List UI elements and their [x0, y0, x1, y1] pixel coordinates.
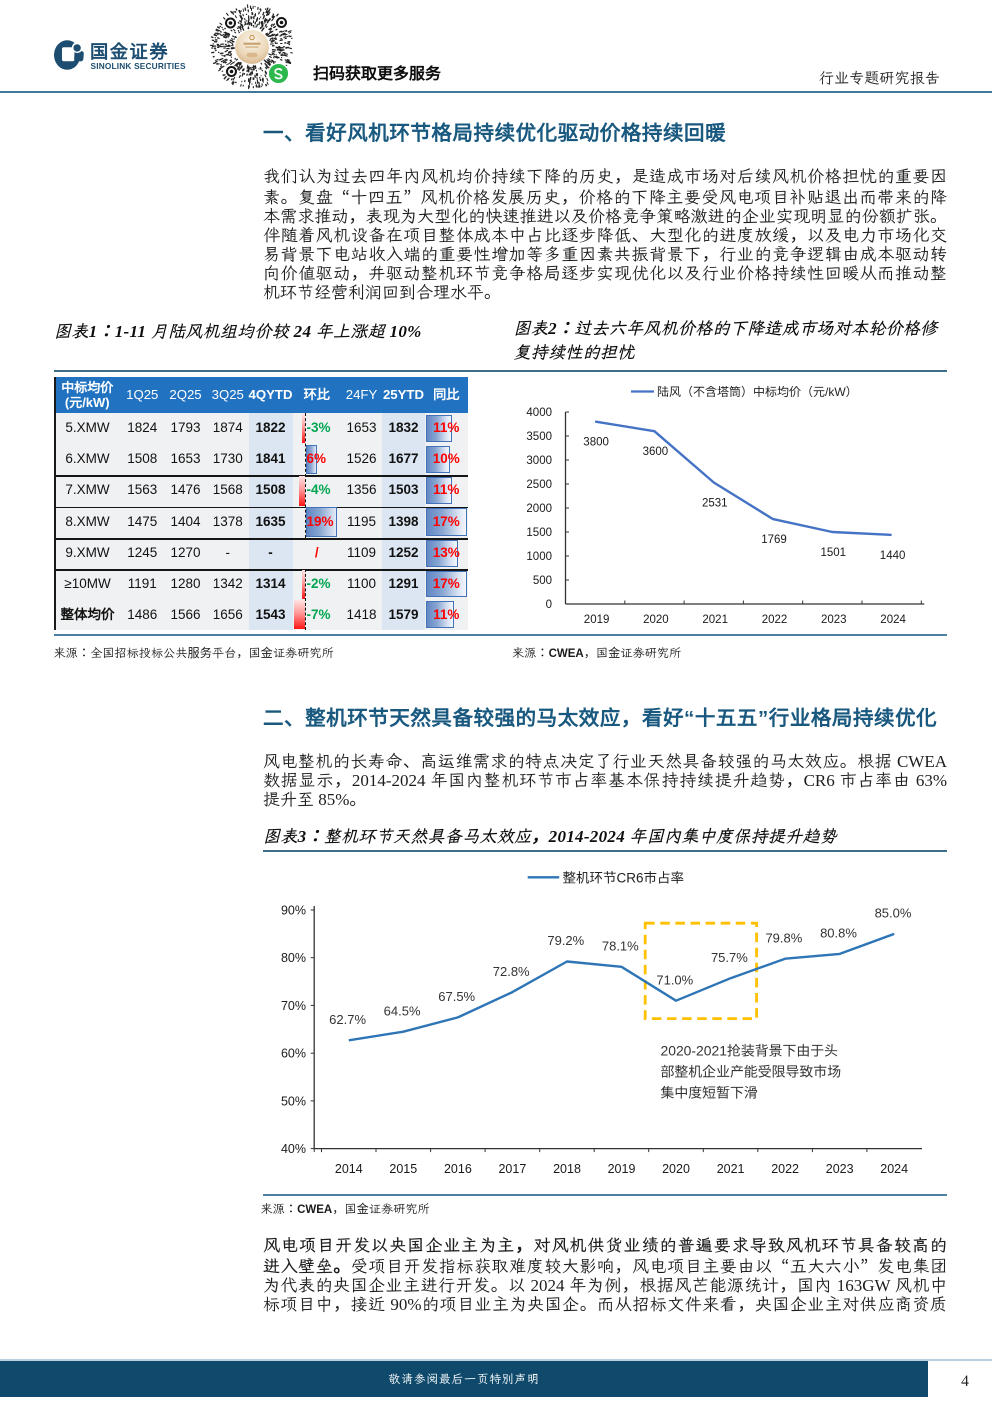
svg-text:2019: 2019: [608, 1162, 636, 1176]
svg-text:62.7%: 62.7%: [329, 1012, 366, 1027]
svg-text:2020: 2020: [662, 1162, 690, 1176]
svg-text:1769: 1769: [761, 534, 787, 546]
svg-text:2021: 2021: [717, 1162, 745, 1176]
svg-text:3600: 3600: [643, 446, 669, 458]
svg-text:64.5%: 64.5%: [384, 1003, 421, 1018]
svg-text:2023: 2023: [821, 614, 847, 626]
svg-text:2016: 2016: [444, 1162, 472, 1176]
svg-text:85.0%: 85.0%: [875, 906, 912, 921]
svg-text:2500: 2500: [526, 479, 552, 491]
svg-text:部整机企业产能受限导致市场: 部整机企业产能受限导致市场: [661, 1064, 842, 1080]
svg-text:陆风（不含塔筒）中标均价（元/kW）: 陆风（不含塔筒）中标均价（元/kW）: [657, 385, 858, 399]
svg-text:0: 0: [546, 599, 552, 611]
svg-text:2020: 2020: [643, 614, 669, 626]
svg-text:1501: 1501: [821, 547, 847, 559]
svg-text:90%: 90%: [281, 904, 306, 918]
svg-text:3500: 3500: [526, 431, 552, 443]
svg-text:3000: 3000: [526, 455, 552, 467]
svg-text:2021: 2021: [702, 614, 728, 626]
svg-text:50%: 50%: [281, 1094, 306, 1108]
svg-text:2020-2021抢装背景下由于头: 2020-2021抢装背景下由于头: [661, 1043, 839, 1059]
svg-text:集中度短暂下滑: 集中度短暂下滑: [661, 1085, 758, 1101]
svg-text:60%: 60%: [281, 1047, 306, 1061]
svg-text:71.0%: 71.0%: [656, 972, 693, 987]
svg-text:67.5%: 67.5%: [438, 989, 475, 1004]
svg-text:2531: 2531: [702, 498, 728, 510]
svg-text:75.7%: 75.7%: [711, 950, 748, 965]
svg-text:2024: 2024: [880, 1162, 908, 1176]
svg-text:2014: 2014: [335, 1162, 363, 1176]
svg-text:3800: 3800: [583, 437, 609, 449]
svg-text:2017: 2017: [498, 1162, 526, 1176]
svg-text:1500: 1500: [526, 527, 552, 539]
svg-text:78.1%: 78.1%: [602, 939, 639, 954]
svg-text:2022: 2022: [771, 1162, 799, 1176]
svg-text:72.8%: 72.8%: [493, 964, 530, 979]
svg-text:2015: 2015: [389, 1162, 417, 1176]
svg-text:80%: 80%: [281, 951, 306, 965]
svg-text:2023: 2023: [826, 1162, 854, 1176]
svg-text:2000: 2000: [526, 503, 552, 515]
svg-text:1440: 1440: [880, 550, 906, 562]
svg-text:2024: 2024: [880, 614, 906, 626]
svg-text:整机环节CR6市占率: 整机环节CR6市占率: [563, 871, 685, 886]
svg-text:40%: 40%: [281, 1142, 306, 1156]
svg-text:2018: 2018: [553, 1162, 581, 1176]
svg-text:79.8%: 79.8%: [765, 930, 802, 945]
svg-text:2022: 2022: [762, 614, 788, 626]
svg-text:80.8%: 80.8%: [820, 926, 857, 941]
svg-text:70%: 70%: [281, 999, 306, 1013]
svg-text:500: 500: [533, 575, 552, 587]
svg-text:4000: 4000: [526, 407, 552, 419]
svg-text:2019: 2019: [584, 614, 610, 626]
svg-text:1000: 1000: [526, 551, 552, 563]
svg-text:79.2%: 79.2%: [547, 933, 584, 948]
